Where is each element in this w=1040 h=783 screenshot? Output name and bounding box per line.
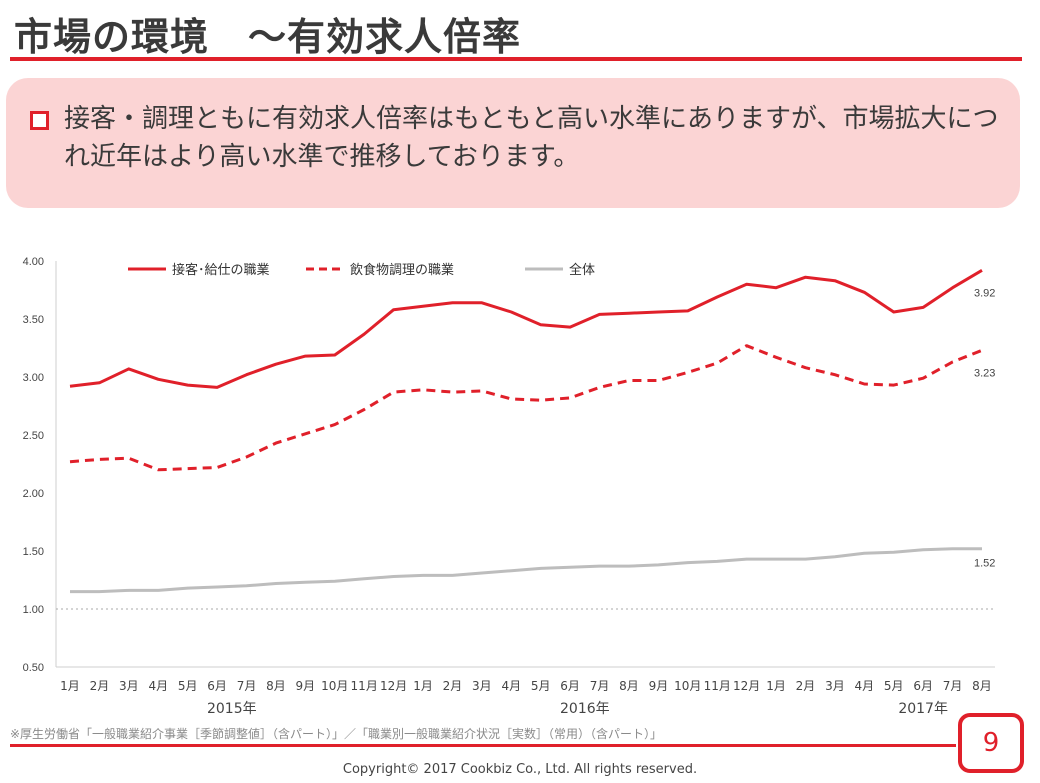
x-tick-label: 3月	[472, 679, 492, 693]
legend-label: 飲食物調理の職業	[350, 262, 454, 278]
x-tick-label: 4月	[148, 679, 168, 693]
source-note: ※厚生労働省「一般職業紹介事業［季節調整値］（含パート）」／「職業別一般職業紹介…	[10, 727, 663, 741]
y-tick-label: 1.00	[23, 604, 44, 616]
x-tick-label: 2月	[796, 679, 816, 693]
summary-callout: 接客・調理ともに有効求人倍率はもともと高い水準にありますが、市場拡大につれ近年は…	[6, 78, 1020, 208]
x-tick-label: 3月	[119, 679, 139, 693]
page-title: 市場の環境 ～有効求人倍率	[14, 15, 522, 59]
y-tick-label: 2.50	[23, 430, 44, 442]
y-tick-label: 0.50	[23, 662, 44, 674]
year-label: 2017年	[898, 701, 948, 717]
line-chart: 0.50 1.00 1.50 2.00 2.50 3.00 3.50 4.00 1月 2月 3月 4月…	[23, 256, 996, 717]
x-tick-label: 5月	[884, 679, 904, 693]
x-tick-label: 11月	[351, 679, 378, 693]
x-tick-label: 1月	[60, 679, 80, 693]
x-tick-label: 7月	[590, 679, 610, 693]
x-tick-label: 3月	[825, 679, 845, 693]
x-tick-label: 9月	[296, 679, 316, 693]
y-tick-label: 4.00	[23, 256, 44, 268]
x-tick-label: 8月	[972, 679, 992, 693]
title-underline	[10, 57, 1022, 61]
year-label: 2015年	[207, 701, 257, 717]
end-value-label: 1.52	[974, 558, 995, 570]
x-tick-label: 9月	[649, 679, 669, 693]
end-value-label: 3.23	[974, 367, 995, 379]
series-line	[69, 269, 983, 389]
legend-label: 全体	[569, 262, 595, 278]
x-tick-label: 7月	[943, 679, 963, 693]
y-tick-label: 2.00	[23, 488, 44, 500]
x-tick-label: 10月	[674, 679, 701, 693]
series-line	[70, 547, 982, 594]
end-value-label: 3.92	[974, 287, 995, 299]
x-tick-label: 6月	[913, 679, 933, 693]
page-number: 9	[958, 713, 1024, 773]
x-tick-label: 12月	[733, 679, 760, 693]
x-tick-label: 1月	[413, 679, 433, 693]
x-tick-label: 8月	[266, 679, 286, 693]
x-tick-label: 5月	[531, 679, 551, 693]
x-tick-label: 2月	[90, 679, 110, 693]
footer-rule	[10, 744, 956, 747]
summary-text: 接客・調理ともに有効求人倍率はもともと高い水準にありますが、市場拡大につれ近年は…	[64, 104, 999, 172]
x-tick-label: 2月	[443, 679, 463, 693]
copyright-text: Copyright© 2017 Cookbiz Co., Ltd. All ri…	[342, 762, 698, 777]
square-bullet-icon	[30, 111, 49, 130]
series-line	[69, 344, 983, 472]
x-tick-label: 4月	[855, 679, 875, 693]
y-tick-label: 3.50	[23, 314, 44, 326]
y-tick-label: 1.50	[23, 546, 44, 558]
x-tick-label: 10月	[321, 679, 348, 693]
x-tick-label: 6月	[560, 679, 580, 693]
x-tick-label: 8月	[619, 679, 639, 693]
x-tick-label: 11月	[704, 679, 731, 693]
x-tick-label: 12月	[380, 679, 407, 693]
x-tick-label: 6月	[207, 679, 227, 693]
x-tick-label: 7月	[237, 679, 257, 693]
y-tick-label: 3.00	[23, 372, 44, 384]
year-label: 2016年	[560, 701, 610, 717]
x-tick-label: 4月	[501, 679, 521, 693]
page-number-text: 9	[982, 728, 1000, 758]
legend-label: 接客･給仕の職業	[172, 262, 270, 278]
x-tick-label: 1月	[766, 679, 786, 693]
x-tick-label: 5月	[178, 679, 198, 693]
